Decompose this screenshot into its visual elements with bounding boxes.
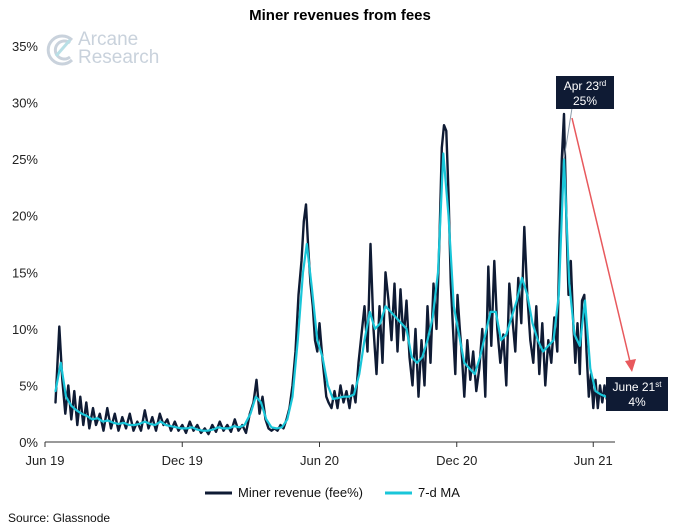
logo: Arcane Research <box>46 29 159 68</box>
legend: Miner revenue (fee%) 7-d MA <box>205 485 460 500</box>
callout-apr: Apr 23rd 25% <box>556 76 614 109</box>
callout-jun-box <box>606 377 668 411</box>
callout-apr-value: 25% <box>573 94 597 108</box>
y-tick-label: 5% <box>19 378 38 393</box>
y-axis: 0% 5% 10% 15% 20% 25% 30% 35% <box>12 39 38 450</box>
x-tick-label: Jun 20 <box>300 453 339 468</box>
series-line-7d-ma <box>54 152 610 432</box>
callout-apr-box <box>556 76 614 109</box>
y-tick-label: 10% <box>12 322 38 337</box>
callout-apr-label: Apr 23rd <box>564 79 606 93</box>
x-tick-label: Jun 19 <box>25 453 64 468</box>
series-layer <box>54 112 610 436</box>
logo-line2: Research <box>78 47 159 68</box>
legend-label-revenue: Miner revenue (fee%) <box>238 485 363 500</box>
callout-apr-leader <box>563 107 573 160</box>
callout-jun: June 21st 4% <box>606 377 668 411</box>
callout-jun-value: 4% <box>628 395 646 409</box>
x-axis: Jun 19 Dec 19 Jun 20 Dec 20 Jun 21 <box>25 442 613 468</box>
legend-label-ma: 7-d MA <box>418 485 460 500</box>
y-tick-label: 30% <box>12 96 38 111</box>
logo-line1: Arcane <box>78 29 138 50</box>
y-tick-label: 0% <box>19 435 38 450</box>
arcane-logo-icon <box>46 34 74 66</box>
series-line-miner-revenue <box>54 112 610 436</box>
y-tick-label: 20% <box>12 209 38 224</box>
chart-title: Miner revenues from fees <box>249 7 431 24</box>
trend-arrow-line <box>571 117 632 367</box>
x-tick-label: Jun 21 <box>574 453 613 468</box>
y-tick-label: 35% <box>12 39 38 54</box>
x-tick-label: Dec 20 <box>436 453 477 468</box>
trend-arrow-head <box>625 359 636 372</box>
callout-jun-label: June 21st <box>613 380 663 394</box>
annotations: Apr 23rd 25% June 21st 4% <box>556 76 668 411</box>
y-tick-label: 25% <box>12 152 38 167</box>
x-tick-label: Dec 19 <box>162 453 203 468</box>
source-note: Source: Glassnode <box>8 511 110 525</box>
y-tick-label: 15% <box>12 265 38 280</box>
